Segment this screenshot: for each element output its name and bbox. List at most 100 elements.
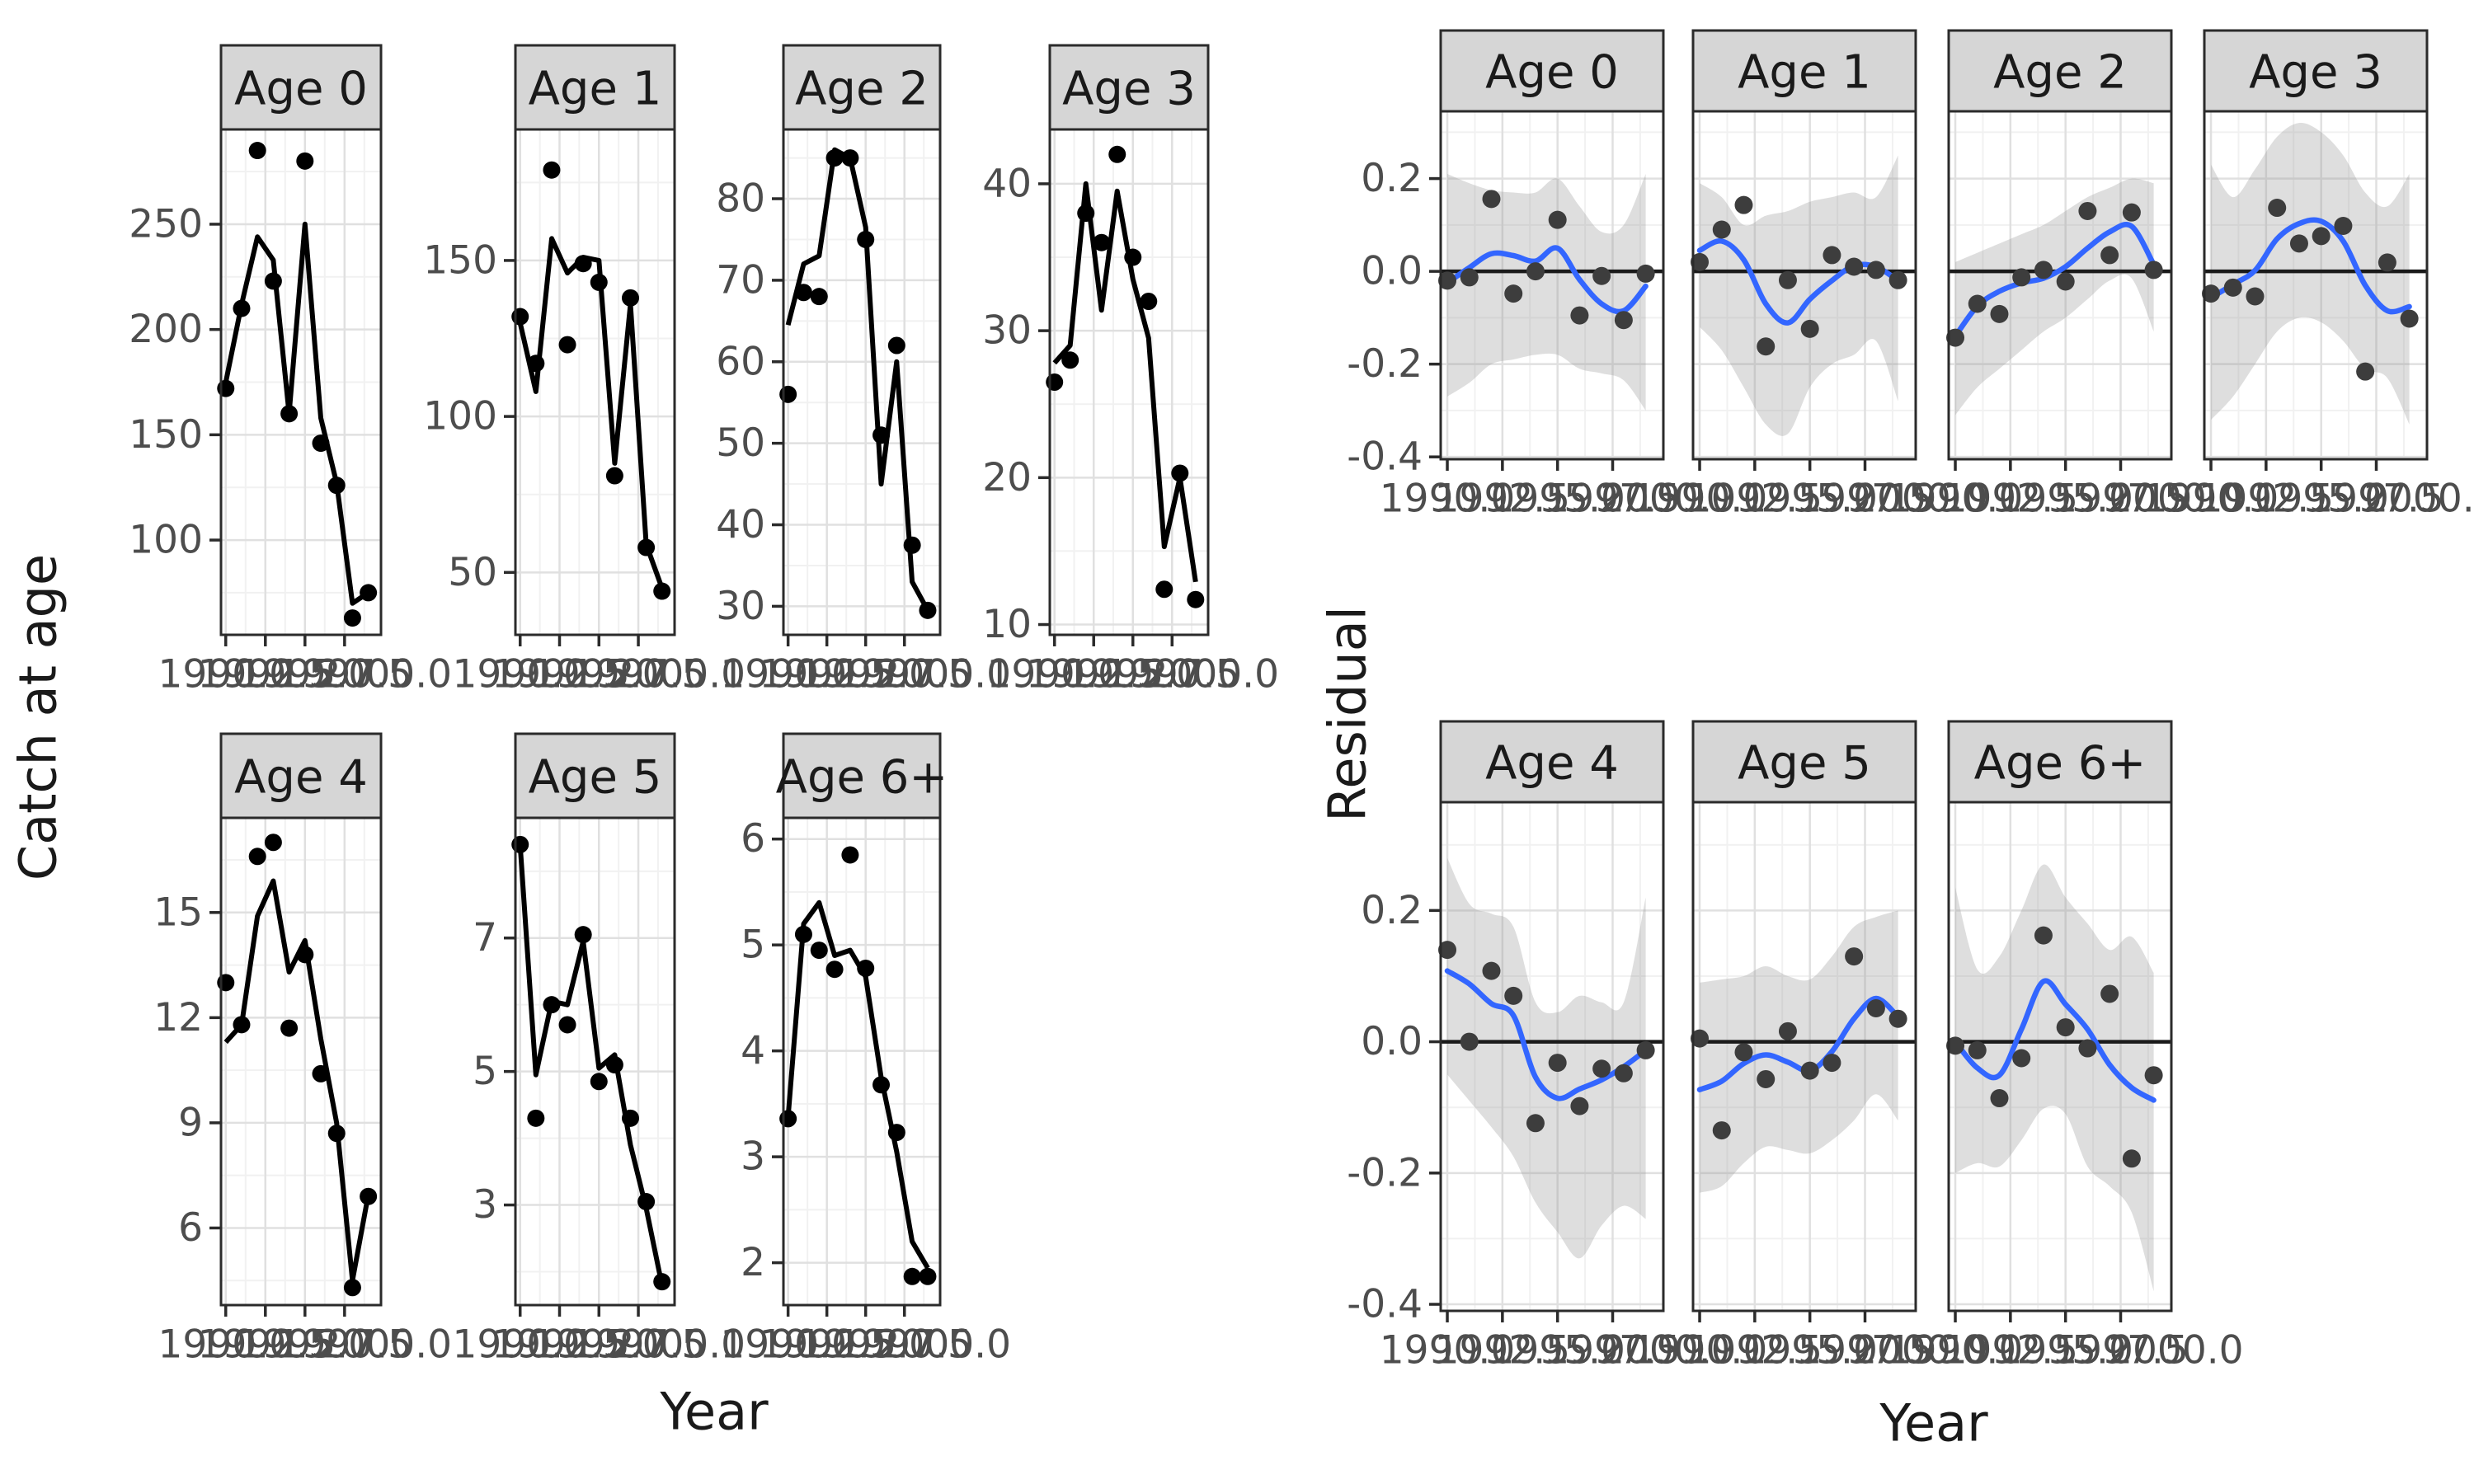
svg-text:2000.0: 2000.0	[610, 1322, 745, 1368]
fitted-line	[785, 147, 930, 612]
svg-text:1990.0: 1990.0	[1632, 477, 1767, 522]
svg-text:1995.0: 1995.0	[531, 1322, 666, 1368]
svg-text:1990.0: 1990.0	[452, 1322, 587, 1368]
svg-text:50: 50	[448, 550, 497, 595]
observed-points	[511, 161, 671, 600]
residual-points	[1438, 190, 1655, 330]
confidence-ribbon	[1700, 910, 1898, 1193]
facet-strip-label: Age 3	[2249, 46, 2382, 100]
facet-strip	[219, 44, 383, 131]
fitted-line	[1052, 181, 1198, 583]
confidence-ribbon	[1447, 174, 1646, 411]
observed-points	[779, 149, 937, 619]
svg-text:-0.4: -0.4	[1347, 1282, 1423, 1327]
svg-text:15: 15	[153, 890, 203, 935]
svg-text:5: 5	[741, 923, 765, 968]
svg-text:1997.5: 1997.5	[836, 1322, 971, 1368]
gridlines	[783, 129, 940, 635]
svg-text:1995.0: 1995.0	[797, 1322, 933, 1368]
confidence-ribbon	[2211, 122, 2410, 425]
observed-points	[217, 142, 378, 627]
svg-text:1997.5: 1997.5	[571, 1322, 706, 1368]
svg-text:1992.5: 1992.5	[1435, 477, 1570, 522]
svg-text:1990.0: 1990.0	[158, 652, 294, 697]
svg-text:1992.5: 1992.5	[492, 1322, 627, 1368]
svg-text:1992.5: 1992.5	[759, 652, 894, 697]
svg-text:1992.5: 1992.5	[198, 1322, 333, 1368]
svg-text:2000.0: 2000.0	[2108, 1328, 2243, 1374]
panel-background	[783, 818, 940, 1305]
smooth-line	[1444, 245, 1649, 315]
svg-text:2000.0: 2000.0	[876, 1322, 1011, 1368]
right-x-axis-title: Year	[1879, 1392, 1988, 1453]
svg-text:1997.5: 1997.5	[2308, 477, 2443, 522]
facet-strip-label: Age 4	[1485, 737, 1619, 791]
svg-text:6: 6	[178, 1205, 203, 1251]
svg-text:3: 3	[741, 1134, 765, 1180]
svg-text:1997.5: 1997.5	[1797, 477, 1932, 522]
svg-text:-0.4: -0.4	[1347, 434, 1423, 480]
svg-text:1995.0: 1995.0	[1997, 477, 2133, 522]
svg-text:1995.0: 1995.0	[1742, 477, 1877, 522]
svg-text:5: 5	[473, 1049, 497, 1094]
svg-text:1990.0: 1990.0	[1888, 1328, 2023, 1374]
svg-text:1995.0: 1995.0	[2253, 477, 2388, 522]
svg-text:12: 12	[153, 995, 203, 1040]
facet-strip-label: Age 1	[1738, 46, 1871, 100]
svg-text:20: 20	[982, 455, 1032, 500]
svg-text:1997.5: 1997.5	[836, 652, 971, 697]
residual-points	[1946, 926, 2163, 1168]
facet-strip	[514, 44, 676, 131]
svg-text:4: 4	[741, 1028, 765, 1073]
svg-text:1990.0: 1990.0	[720, 1322, 855, 1368]
svg-text:200: 200	[129, 307, 203, 352]
facet-strip-label: Age 3	[1062, 63, 1196, 116]
facet-strip-label: Age 5	[529, 751, 662, 805]
residual-points	[1691, 947, 1907, 1140]
svg-text:1997.5: 1997.5	[277, 1322, 412, 1368]
svg-text:1995.0: 1995.0	[1065, 652, 1201, 697]
svg-text:2000.0: 2000.0	[1852, 477, 1987, 522]
facet-strip	[1439, 720, 1665, 804]
facet-strip-label: Age 4	[234, 751, 368, 805]
fitted-line	[785, 899, 930, 1270]
confidence-ribbon	[1700, 155, 1898, 436]
y-axis: 0.2 0.0 -0.2 -0.4	[1347, 888, 1441, 1327]
facet-right-age-4: Age 41990.01992.51995.01997.52000.00.20.…	[1347, 720, 1736, 1374]
svg-text:1992.5: 1992.5	[2199, 477, 2334, 522]
y-axis: 7 5 3	[473, 915, 515, 1228]
facet-strip	[219, 732, 383, 819]
residual-points	[1946, 201, 2163, 347]
svg-text:1992.5: 1992.5	[759, 1322, 894, 1368]
smooth-line	[1952, 978, 2157, 1103]
facet-strip	[514, 732, 676, 819]
svg-text:2000.0: 2000.0	[1600, 477, 1735, 522]
svg-text:1997.5: 1997.5	[571, 652, 706, 697]
y-axis: 40 30 20 10	[982, 161, 1050, 647]
svg-text:1990.0: 1990.0	[986, 652, 1122, 697]
svg-text:1995.0: 1995.0	[1489, 477, 1625, 522]
svg-text:1995.0: 1995.0	[797, 652, 933, 697]
svg-text:1992.5: 1992.5	[1026, 652, 1161, 697]
observed-points	[217, 834, 378, 1297]
svg-text:9: 9	[178, 1100, 203, 1145]
gridlines	[1441, 111, 1663, 459]
smooth-line	[1696, 238, 1901, 326]
svg-text:1992.5: 1992.5	[1687, 477, 1823, 522]
svg-text:1997.5: 1997.5	[1545, 1328, 1680, 1374]
facet-strip	[1691, 720, 1917, 804]
